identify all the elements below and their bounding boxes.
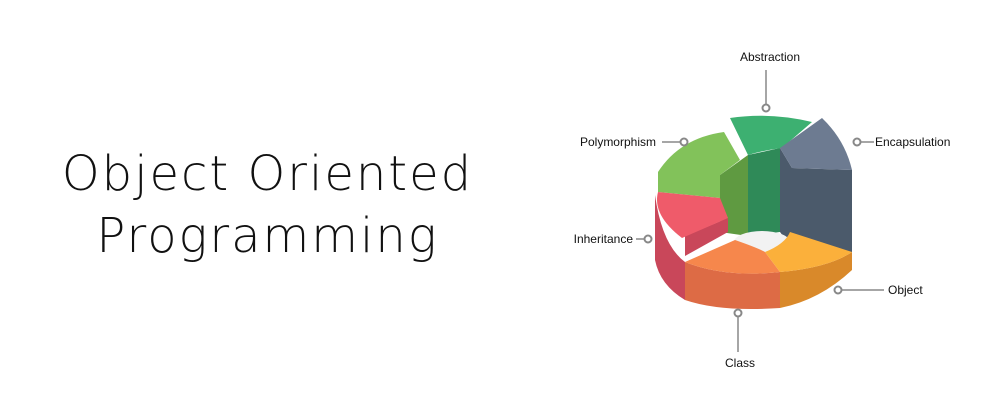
label-object: Object: [888, 283, 923, 297]
encapsulation-wall: [792, 168, 852, 252]
object-wall: [780, 252, 852, 308]
abstraction-top: [730, 115, 812, 155]
class-wall: [685, 262, 780, 309]
polymorphism-top: [658, 132, 740, 198]
class-top: [685, 240, 780, 274]
connector-class: [733, 308, 743, 352]
abstraction-inner-wall: [748, 148, 780, 236]
label-abstraction: Abstraction: [740, 50, 800, 64]
label-encapsulation: Encapsulation: [875, 135, 950, 149]
label-class: Class: [725, 356, 755, 370]
encapsulation-top: [780, 118, 852, 170]
inheritance-top: [657, 192, 728, 238]
inheritance-inner-wall: [685, 218, 728, 256]
label-polymorphism: Polymorphism: [580, 135, 656, 149]
connector-encapsulation: [852, 137, 874, 147]
connector-inheritance: [636, 234, 653, 244]
inheritance-wall: [655, 195, 685, 300]
object-top: [765, 232, 852, 272]
title-line-2: Programming: [96, 208, 439, 264]
connector-polymorphism: [662, 137, 689, 147]
connector-abstraction: [761, 70, 771, 113]
connector-object: [833, 285, 884, 295]
title-line-1: Object Oriented: [61, 146, 474, 202]
encapsulation-inner-wall: [780, 148, 792, 248]
label-inheritance: Inheritance: [574, 232, 634, 246]
